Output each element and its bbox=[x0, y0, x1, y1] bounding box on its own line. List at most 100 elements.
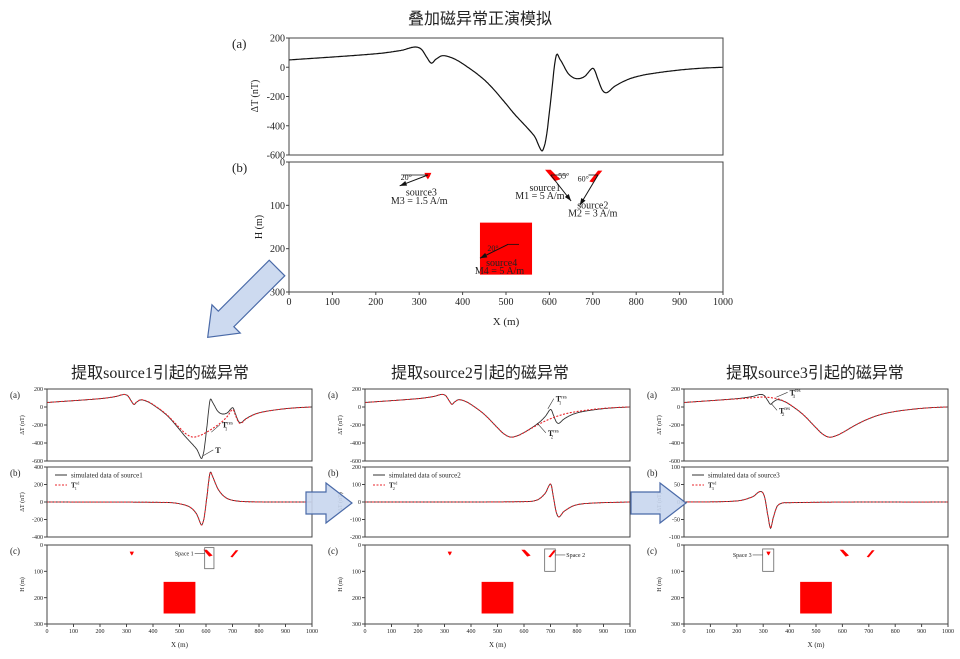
observed-curve bbox=[684, 393, 948, 438]
curve-label-leader bbox=[776, 392, 788, 398]
y-tick-label: 0 bbox=[40, 543, 43, 549]
x-tick-label: 100 bbox=[387, 629, 396, 635]
space-label: Space 3 bbox=[733, 553, 752, 559]
legend-symbol-base: T bbox=[708, 482, 713, 490]
next-step-arrow-2 bbox=[630, 481, 687, 525]
y-tick-label: 200 bbox=[34, 387, 43, 393]
x-tick-label: 600 bbox=[520, 629, 529, 635]
x-tick-label: 400 bbox=[149, 629, 158, 635]
y-tick-label: 200 bbox=[352, 465, 361, 471]
x-tick-label: 800 bbox=[629, 297, 644, 308]
y-tick-label: 200 bbox=[270, 34, 285, 45]
curve-label-leader bbox=[537, 422, 547, 434]
source1-body bbox=[545, 169, 561, 182]
y-tick-label: 0 bbox=[677, 405, 680, 411]
curve-label-leader bbox=[547, 398, 555, 409]
x-tick-label: 200 bbox=[96, 629, 105, 635]
top-ylabel-b: H (m) bbox=[254, 215, 265, 239]
y-tick-label: 300 bbox=[34, 622, 43, 628]
x-tick-label: 300 bbox=[440, 629, 449, 635]
x-tick-label: 0 bbox=[287, 297, 292, 308]
panel-label-c: (c) bbox=[328, 546, 338, 556]
curve-label: Tres 1 bbox=[556, 395, 567, 407]
y-tick-label: -200 bbox=[32, 518, 43, 524]
plot-a: 200 0 -200 -400 -600 bbox=[32, 387, 313, 465]
plot-b: 200 100 0 -100 -200 bbox=[350, 465, 631, 541]
space-label: Space 1 bbox=[175, 552, 194, 558]
x-tick-label: 500 bbox=[499, 297, 514, 308]
y-tick-label: 100 bbox=[671, 569, 680, 575]
y-tick-label: 0 bbox=[358, 405, 361, 411]
observed-curve bbox=[47, 394, 312, 459]
plot-c-frame bbox=[46, 544, 313, 625]
source4-body bbox=[163, 581, 196, 614]
residual-curve bbox=[684, 396, 948, 438]
extracted-curve bbox=[684, 490, 948, 530]
y-tick-label: 300 bbox=[352, 622, 361, 628]
source-name: source3 bbox=[406, 187, 437, 198]
plot-c-frame bbox=[364, 544, 631, 625]
x-tick-label: 800 bbox=[573, 629, 582, 635]
y-tick-label: 200 bbox=[34, 483, 43, 489]
xlabel: X (m) bbox=[808, 641, 826, 649]
x-tick-label: 0 bbox=[683, 629, 686, 635]
y-tick-label: 0 bbox=[40, 405, 43, 411]
magnetization-arrow-head bbox=[399, 180, 408, 186]
curve-label-sub: 1 bbox=[559, 401, 562, 406]
curve-label-base: T bbox=[222, 421, 228, 430]
legend-symbol: Tsd 2 bbox=[389, 481, 398, 491]
simulated-curve bbox=[47, 471, 312, 526]
down-left-arrow bbox=[207, 259, 286, 338]
curve-label-sup: res bbox=[227, 422, 233, 427]
ylabel-a: ΔT (nT) bbox=[337, 415, 344, 435]
source4-body bbox=[800, 581, 832, 614]
x-tick-label: 100 bbox=[706, 629, 715, 635]
y-tick-label: 0 bbox=[677, 543, 680, 549]
y-tick-label: -400 bbox=[669, 441, 680, 447]
x-tick-label: 700 bbox=[585, 297, 600, 308]
panel-label-c: (c) bbox=[10, 546, 20, 556]
legend-symbol-sup: sd bbox=[713, 481, 718, 486]
source3-body bbox=[766, 551, 771, 556]
x-tick-label: 700 bbox=[864, 629, 873, 635]
x-tick-label: 100 bbox=[69, 629, 78, 635]
x-tick-label: 1000 bbox=[624, 629, 636, 635]
y-tick-label: 100 bbox=[352, 483, 361, 489]
top-plot-b: 0 100 200 300 bbox=[270, 158, 724, 299]
y-tick-label: -200 bbox=[350, 535, 361, 541]
xlabel: X (m) bbox=[489, 641, 507, 649]
top-panel-label-b: (b) bbox=[232, 160, 247, 175]
residual-curve bbox=[365, 393, 630, 438]
y-tick-label: 200 bbox=[671, 596, 680, 602]
total-anomaly-curve bbox=[289, 46, 723, 152]
legend-symbol-base: T bbox=[389, 482, 394, 490]
extracted-curve bbox=[365, 483, 630, 518]
y-tick-label: 200 bbox=[352, 387, 361, 393]
magnetization-arrow-head bbox=[479, 252, 488, 259]
inclination-angle: 20° bbox=[487, 244, 498, 253]
plot-a: 200 0 -200 -400 -600 bbox=[669, 387, 949, 465]
down-left-arrow-shape bbox=[207, 259, 286, 338]
x-tick-label: 1000 bbox=[942, 629, 954, 635]
source-moment: M4 = 5 A/m bbox=[475, 266, 524, 277]
space-box bbox=[762, 548, 775, 572]
space-box bbox=[544, 548, 556, 572]
top-ylabel-a: ΔT (nT) bbox=[250, 80, 261, 113]
y-tick-label: 200 bbox=[352, 596, 361, 602]
y-tick-label: -100 bbox=[350, 518, 361, 524]
source4-body bbox=[479, 222, 533, 275]
x-tick-label: 500 bbox=[812, 629, 821, 635]
source2-body bbox=[589, 170, 603, 183]
x-tick-label: 600 bbox=[202, 629, 211, 635]
magnetization-arrow-head bbox=[579, 198, 586, 206]
curve-label-base: T bbox=[790, 388, 796, 397]
panel-label-a: (a) bbox=[328, 390, 338, 400]
top-figure: (a) ΔT (nT) (b) H (m) 0 100 200 300 400 500 600 700… bbox=[232, 36, 733, 328]
ylabel-c: H (m) bbox=[337, 577, 344, 592]
curve-label-base: T bbox=[548, 429, 554, 438]
x-tick-label: 800 bbox=[891, 629, 900, 635]
curve-label-sup: res bbox=[561, 395, 567, 400]
